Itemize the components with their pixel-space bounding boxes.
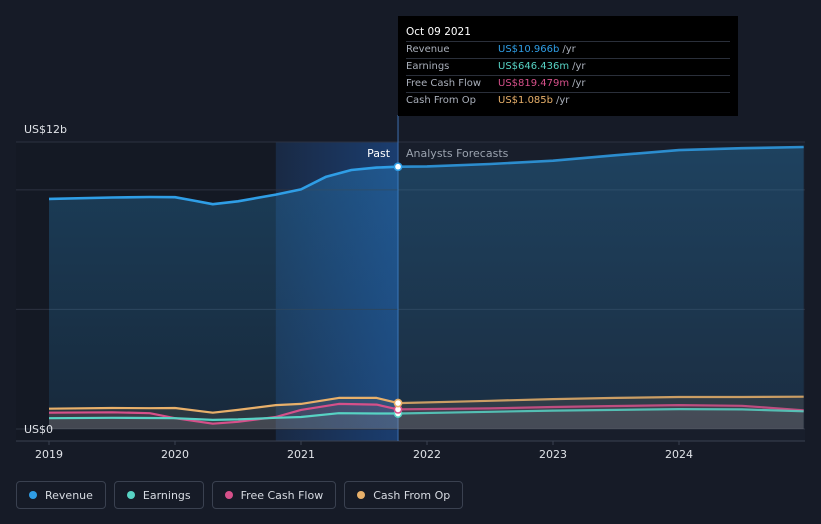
legend-dot-icon [224,491,233,499]
tooltip-unit: /yr [572,78,586,89]
x-tick-label: 2019 [35,448,63,461]
tooltip-label: Cash From Op [406,95,477,106]
x-tick-label: 2024 [665,448,693,461]
tooltip-value: US$819.479m [498,78,570,89]
cash-from-op-marker [393,398,403,408]
earnings-area [49,409,804,429]
revenue-area [49,147,804,429]
tooltip-date: Oct 09 2021 [406,26,471,38]
tooltip-row-earnings: Earnings US$646.436m /yr [406,58,730,75]
legend-item-cash-from-op[interactable]: Cash From Op [344,481,464,509]
tooltip-unit: /yr [562,44,576,55]
cash-from-op-forecast-line [397,395,804,405]
legend: Revenue Earnings Free Cash Flow Cash Fro… [16,481,464,509]
past-label: Past [367,147,391,160]
tooltip: Oct 09 2021 Revenue US$10.966b /yr Earni… [398,16,738,116]
legend-dot-icon [126,491,135,499]
x-tick-label: 2021 [287,448,315,461]
free-cash-flow-forecast-line [397,404,804,412]
legend-dot-icon [29,491,37,499]
tooltip-row-revenue: Revenue US$10.966b /yr [406,41,730,58]
legend-item-earnings[interactable]: Earnings [113,481,204,509]
cash-from-op-line [48,396,399,414]
y-axis-bottom-label: US$0 [24,423,53,436]
x-tick-label: 2022 [413,448,441,461]
y-axis-top-label: US$12b [24,123,67,136]
tooltip-value: US$10.966b [498,44,560,55]
revenue-line [48,165,399,206]
tooltip-unit: /yr [556,95,570,106]
x-tick-label: 2020 [161,448,189,461]
tooltip-value: US$1.085b [498,95,554,106]
legend-label: Earnings [142,488,191,502]
free-cash-flow-line [48,402,399,425]
tooltip-value: US$646.436m [498,61,570,72]
revenue-forecast-line [397,145,804,168]
earnings-forecast-line [397,408,804,415]
tooltip-row-cash-from-op: Cash From Op US$1.085b /yr [406,92,730,109]
tooltip-unit: /yr [572,61,586,72]
legend-item-revenue[interactable]: Revenue [16,481,106,509]
legend-label: Revenue [45,488,93,502]
forecast-label: Analysts Forecasts [406,147,509,160]
tooltip-label: Earnings [406,61,450,72]
legend-label: Free Cash Flow [240,488,324,502]
tooltip-label: Free Cash Flow [406,78,482,89]
legend-item-free-cash-flow[interactable]: Free Cash Flow [211,481,337,509]
x-tick-label: 2023 [539,448,567,461]
revenue-marker [393,162,403,172]
legend-dot-icon [357,491,366,499]
tooltip-label: Revenue [406,44,450,55]
earnings-line [48,412,398,421]
legend-label: Cash From Op [373,488,451,502]
tooltip-row-free-cash-flow: Free Cash Flow US$819.479m /yr [406,75,730,92]
